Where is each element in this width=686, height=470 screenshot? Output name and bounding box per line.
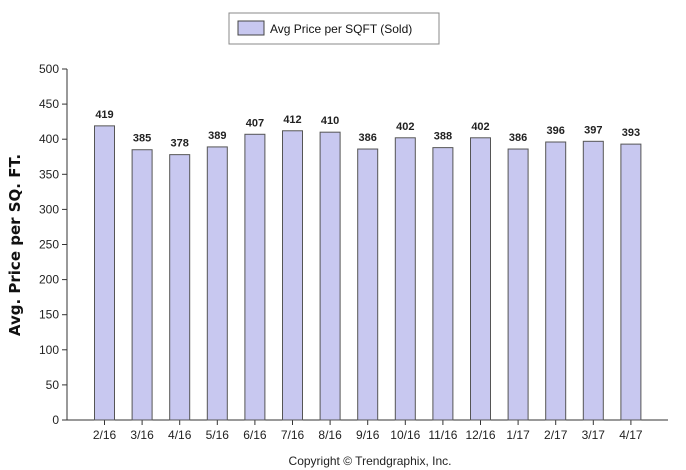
bar-value-label: 402 [396, 121, 414, 133]
data-labels: 419 385 378 389 407 412 410 386 402 388 402 386 396 3… [95, 109, 640, 150]
bar [94, 125, 115, 421]
x-tick-label: 9/16 [356, 428, 380, 442]
x-tick-label: 12/16 [465, 428, 495, 442]
bar [620, 143, 642, 421]
bar [582, 140, 604, 421]
y-tick-label: 100 [39, 343, 59, 357]
bar [206, 146, 228, 421]
x-tick-label: 2/17 [544, 428, 568, 442]
bar [319, 131, 341, 421]
bar-value-label: 419 [95, 109, 113, 121]
bar-value-label: 412 [283, 114, 301, 126]
bar-value-label: 397 [584, 124, 602, 136]
bar-value-label: 378 [171, 138, 189, 150]
bars [94, 125, 642, 421]
x-tick-label: 3/17 [582, 428, 606, 442]
bar [394, 137, 416, 421]
y-tick-label: 350 [39, 167, 59, 181]
bar [545, 141, 567, 421]
bar-value-label: 402 [471, 121, 489, 133]
bar [244, 133, 266, 421]
x-tick-label: 10/16 [390, 428, 420, 442]
x-tick-label: 4/16 [168, 428, 192, 442]
y-tick-label: 200 [39, 273, 59, 287]
copyright-text: Copyright © Trendgraphix, Inc. [289, 454, 452, 468]
y-tick-label: 400 [39, 132, 59, 146]
x-tick-label: 5/16 [206, 428, 230, 442]
y-axis: 0 50 100 150 200 250 300 350 400 450 500 [39, 62, 68, 427]
y-tick-label: 0 [52, 413, 59, 427]
x-tick-label: 11/16 [428, 428, 457, 442]
x-axis: 2/16 3/16 4/16 5/16 6/16 7/16 8/16 9/16 10/16 11/… [67, 419, 668, 442]
bar-value-label: 396 [547, 125, 565, 137]
y-axis-label: Avg. Price per SQ. FT. [6, 154, 24, 336]
x-tick-label: 7/16 [281, 428, 305, 442]
bar-value-label: 385 [133, 133, 151, 145]
x-tick-label: 3/16 [130, 428, 154, 442]
bar-value-label: 407 [246, 117, 264, 129]
x-tick-label: 8/16 [318, 428, 342, 442]
y-tick-label: 450 [39, 97, 59, 111]
bar-value-label: 389 [208, 130, 226, 142]
x-tick-label: 2/16 [93, 428, 117, 442]
legend-swatch [237, 20, 265, 36]
bar [507, 148, 529, 421]
bar-value-label: 386 [359, 132, 377, 144]
y-tick-label: 250 [39, 238, 59, 252]
bar-value-label: 410 [321, 115, 339, 127]
legend-label: Avg Price per SQFT (Sold) [270, 22, 412, 36]
y-tick-label: 500 [39, 62, 59, 76]
x-tick-label: 1/17 [506, 428, 530, 442]
bar-value-label: 388 [434, 131, 452, 143]
y-tick-label: 50 [46, 378, 60, 392]
x-tick-label: 4/17 [619, 428, 643, 442]
bar [432, 147, 454, 421]
legend: Avg Price per SQFT (Sold) [228, 12, 440, 45]
bar-value-label: 386 [509, 132, 527, 144]
bar [282, 130, 303, 421]
bar [131, 149, 153, 421]
bar [357, 148, 379, 421]
y-tick-label: 300 [39, 202, 59, 216]
bar-value-label: 393 [622, 127, 640, 139]
bar [169, 154, 191, 421]
y-tick-label: 150 [39, 308, 59, 322]
x-tick-label: 6/16 [243, 428, 267, 442]
bar [470, 137, 491, 421]
